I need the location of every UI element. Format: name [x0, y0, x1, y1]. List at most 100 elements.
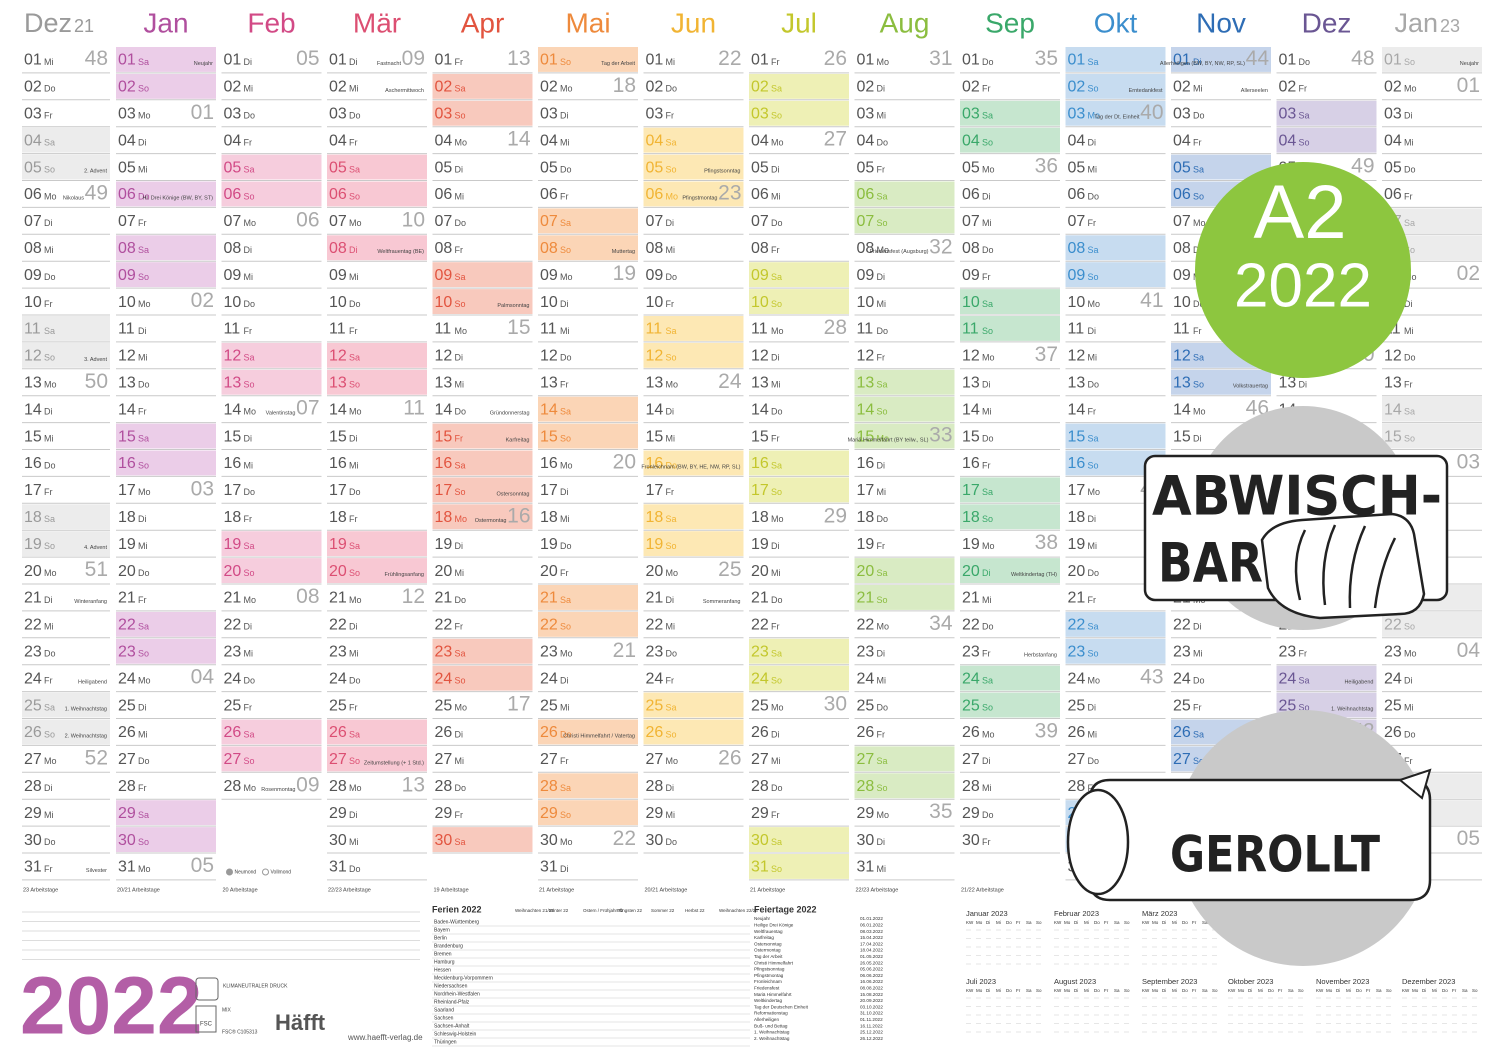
day-number: 11 — [118, 321, 135, 338]
weekday: Mo — [560, 272, 573, 282]
mini-weekday: Fr — [1278, 988, 1283, 993]
workdays: 22/23 Arbeitstage — [856, 887, 899, 893]
holiday-date: 31.10.2022 — [860, 1011, 883, 1016]
day-number: 16 — [962, 455, 980, 472]
day-shade — [221, 154, 322, 180]
day-number: 11 — [646, 321, 663, 338]
day-number: 27 — [1173, 751, 1191, 768]
mini-weekday: Mi — [1084, 988, 1089, 993]
day-number: 04 — [962, 132, 980, 149]
weekday: Di — [560, 111, 569, 121]
day-number: 23 — [1173, 643, 1191, 660]
week-number: 15 — [507, 316, 530, 339]
day-number: 06 — [962, 186, 980, 203]
weekday: Fr — [877, 541, 886, 551]
state-name: Sachsen-Anhalt — [434, 1023, 470, 1029]
state-name: Hessen — [434, 967, 451, 973]
day-note: 3. Advent — [84, 357, 107, 363]
weekday: Sa — [1299, 111, 1310, 121]
mini-title: Juli 2023 — [966, 977, 996, 986]
month-name: Dez — [1302, 7, 1352, 38]
day-shade — [116, 47, 216, 72]
weekday: Di — [982, 191, 991, 201]
weekday: So — [138, 649, 149, 659]
day-shade — [749, 827, 849, 852]
day-number: 14 — [329, 401, 347, 418]
mini-weekday: Fr — [1104, 988, 1109, 993]
day-number: 13 — [1068, 374, 1086, 391]
day-number: 17 — [118, 482, 136, 499]
weekday: Di — [877, 460, 886, 470]
week-number: 25 — [718, 558, 741, 581]
month-year: 23 — [1440, 16, 1460, 36]
weekday: Mi — [349, 84, 359, 94]
weekday: Fr — [455, 57, 464, 67]
day-number: 24 — [646, 670, 664, 687]
weekday: So — [1404, 433, 1415, 443]
weekday: Sa — [138, 57, 149, 67]
weekday: Mo — [244, 407, 257, 417]
week-number: 01 — [1457, 74, 1480, 97]
weekday: Mo — [771, 326, 784, 336]
weekday: Mi — [877, 299, 887, 309]
week-number: 08 — [296, 585, 319, 608]
day-number: 26 — [435, 724, 453, 741]
weekday: Di — [1299, 380, 1308, 390]
day-number: 24 — [857, 670, 875, 687]
week-number: 48 — [1351, 47, 1374, 70]
day-number: 19 — [435, 536, 453, 553]
weekday: Sa — [560, 218, 571, 228]
weekday: Do — [1193, 299, 1205, 309]
day-shade — [643, 127, 744, 153]
mini-weekday: Di — [986, 920, 990, 925]
day-number: 22 — [751, 617, 769, 634]
day-number: 30 — [540, 832, 558, 849]
weekday: Mo — [982, 353, 995, 363]
day-number: 05 — [1173, 159, 1191, 176]
weekday: Mi — [560, 514, 570, 524]
holiday-name: Pfingstsonntag — [754, 967, 785, 972]
weekday: Fr — [44, 111, 53, 121]
day-number: 24 — [435, 670, 453, 687]
holiday-date: 08.08.2022 — [860, 986, 883, 991]
day-shade — [327, 342, 427, 368]
day-shade — [327, 558, 427, 583]
day-number: 16 — [751, 455, 769, 472]
scroll-end — [1066, 788, 1130, 896]
mini-weekday: KW — [966, 988, 974, 993]
day-number: 01 — [118, 52, 136, 69]
weekday: Mo — [455, 514, 468, 524]
weekday: Di — [666, 595, 675, 605]
day-number: 25 — [540, 697, 558, 714]
day-number: 14 — [24, 401, 42, 418]
holiday-date: 26.05.2022 — [860, 960, 883, 965]
day-number: 29 — [435, 805, 453, 822]
day-number: 28 — [751, 778, 769, 795]
day-number: 15 — [540, 428, 558, 445]
weekday: Fr — [1404, 191, 1413, 201]
day-number: 01 — [540, 52, 558, 69]
day-number: 16 — [646, 455, 664, 472]
weekday: Do — [982, 622, 994, 632]
day-number: 12 — [329, 348, 347, 365]
day-number: 15 — [435, 428, 453, 445]
weekday: Sa — [1404, 218, 1415, 228]
day-shade — [22, 692, 110, 718]
day-number: 22 — [118, 617, 136, 634]
day-number: 01 — [435, 52, 453, 69]
weekday: Fr — [771, 433, 780, 443]
week-number: 01 — [191, 101, 214, 124]
day-number: 17 — [329, 482, 347, 499]
weekday: Sa — [244, 164, 255, 174]
weekday: So — [44, 164, 55, 174]
weekday: Mi — [771, 380, 781, 390]
day-number: 03 — [857, 105, 875, 122]
day-shade — [538, 773, 638, 799]
badges: A2 2022 ABWISCH- BAR GEROLLT — [1066, 162, 1449, 966]
weekday: So — [1193, 756, 1204, 766]
weekday: Sa — [1193, 729, 1204, 739]
day-number: 05 — [435, 159, 453, 176]
weekday: So — [138, 84, 149, 94]
week-number: 12 — [402, 585, 425, 608]
